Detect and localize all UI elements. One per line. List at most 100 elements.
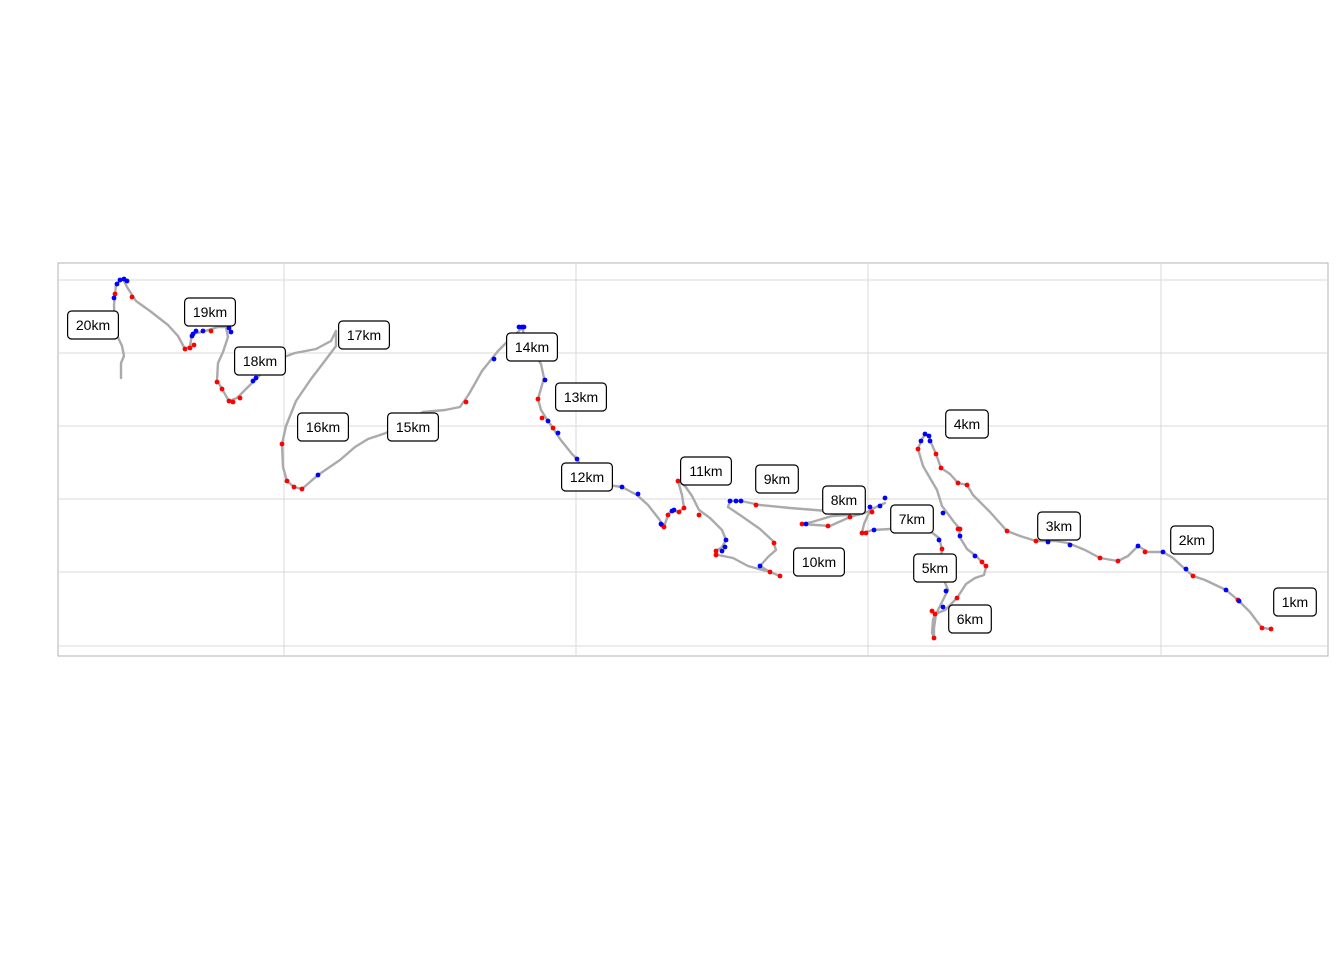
blue-marker (228, 329, 234, 335)
km-label-text: 6km (957, 611, 983, 627)
km-label-text: 11km (689, 463, 722, 479)
blue-marker (940, 510, 946, 516)
km-label-box (1170, 525, 1214, 555)
km-label-box (560, 462, 613, 492)
red-marker (226, 398, 232, 404)
red-marker (1268, 626, 1274, 632)
km-label-20km: 20km (66, 310, 119, 340)
red-marker (1259, 625, 1265, 631)
red-marker (219, 386, 225, 392)
km-label-box (945, 409, 989, 439)
blue-marker (114, 281, 120, 287)
km-label-9km: 9km (755, 464, 799, 494)
km-label-box (822, 485, 866, 515)
blue-marker (727, 498, 733, 504)
blue-marker (516, 324, 522, 330)
km-label-text: 3km (1046, 518, 1072, 534)
blue-marker (619, 484, 625, 490)
red-marker (237, 395, 243, 401)
km-label-15km: 15km (387, 412, 440, 442)
red-marker (957, 526, 963, 532)
blue-marker (1135, 543, 1141, 549)
km-label-12km: 12km (560, 462, 613, 492)
red-marker (931, 635, 937, 641)
blue-marker (226, 325, 232, 331)
km-label-box (234, 346, 287, 376)
blue-marker (943, 588, 949, 594)
red-marker (1142, 549, 1148, 555)
blue-marker (658, 521, 664, 527)
blue-marker (871, 527, 877, 533)
km-label-text: 7km (899, 511, 925, 527)
blue-marker (190, 331, 196, 337)
blue-marker (867, 504, 873, 510)
km-label-6km: 6km (948, 604, 992, 634)
red-marker (1115, 558, 1121, 564)
km-labels: 1km 2km 3km 4km 5km 6km 7km 8km 9km 10km 11km 12km 1… (66, 297, 1317, 634)
red-marker (535, 396, 541, 402)
red-marker (1097, 555, 1103, 561)
red-marker (1033, 538, 1039, 544)
blue-marker (722, 544, 728, 550)
km-label-10km: 10km (792, 547, 845, 577)
red-marker (825, 523, 831, 529)
blue-marker (117, 277, 123, 283)
red-marker (932, 611, 938, 617)
blue-marker (803, 521, 809, 527)
km-label-box (755, 464, 799, 494)
km-label-text: 18km (243, 353, 277, 369)
km-label-box (66, 310, 119, 340)
km-label-box (338, 320, 391, 350)
km-label-text: 16km (306, 419, 340, 435)
blue-marker (111, 295, 117, 301)
km-label-16km: 16km (297, 412, 350, 442)
blue-marker (555, 430, 561, 436)
red-marker (112, 291, 118, 297)
km-label-box (913, 553, 957, 583)
red-marker (979, 559, 985, 565)
blue-marker (882, 495, 888, 501)
red-marker (182, 346, 188, 352)
red-marker (665, 512, 671, 518)
blue-marker (669, 508, 675, 514)
km-label-box (387, 412, 440, 442)
km-label-text: 4km (954, 416, 980, 432)
blue-marker (922, 431, 928, 437)
red-marker (869, 509, 875, 515)
blue-marker (757, 563, 763, 569)
blue-marker (253, 375, 259, 381)
blue-marker (738, 498, 744, 504)
red-marker (1004, 528, 1010, 534)
blue-marker (723, 537, 729, 543)
red-marker (539, 415, 545, 421)
blue-marker (733, 498, 739, 504)
blue-marker (927, 438, 933, 444)
blue-marker (574, 456, 580, 462)
blue-marker (1183, 566, 1189, 572)
blue-marker (545, 418, 551, 424)
km-label-17km: 17km (338, 320, 391, 350)
km-label-2km: 2km (1170, 525, 1214, 555)
red-marker (550, 425, 556, 431)
km-label-text: 5km (922, 560, 948, 576)
km-label-13km: 13km (554, 382, 607, 412)
red-marker (929, 608, 935, 614)
red-marker (681, 505, 687, 511)
red-marker (676, 509, 682, 515)
red-marker (863, 530, 869, 536)
km-label-box (1037, 511, 1081, 541)
blue-marker (193, 328, 199, 334)
blue-marker (972, 553, 978, 559)
red-marker (696, 512, 702, 518)
blue-marker (1236, 598, 1242, 604)
km-label-text: 9km (764, 471, 790, 487)
red-marker (771, 540, 777, 546)
red-marker (777, 573, 783, 579)
blue-marker (918, 438, 924, 444)
km-label-text: 10km (802, 554, 836, 570)
km-label-19km: 19km (184, 297, 237, 327)
km-label-box (554, 382, 607, 412)
red-marker (129, 294, 135, 300)
km-label-7km: 7km (890, 504, 934, 534)
km-label-text: 17km (347, 327, 381, 343)
